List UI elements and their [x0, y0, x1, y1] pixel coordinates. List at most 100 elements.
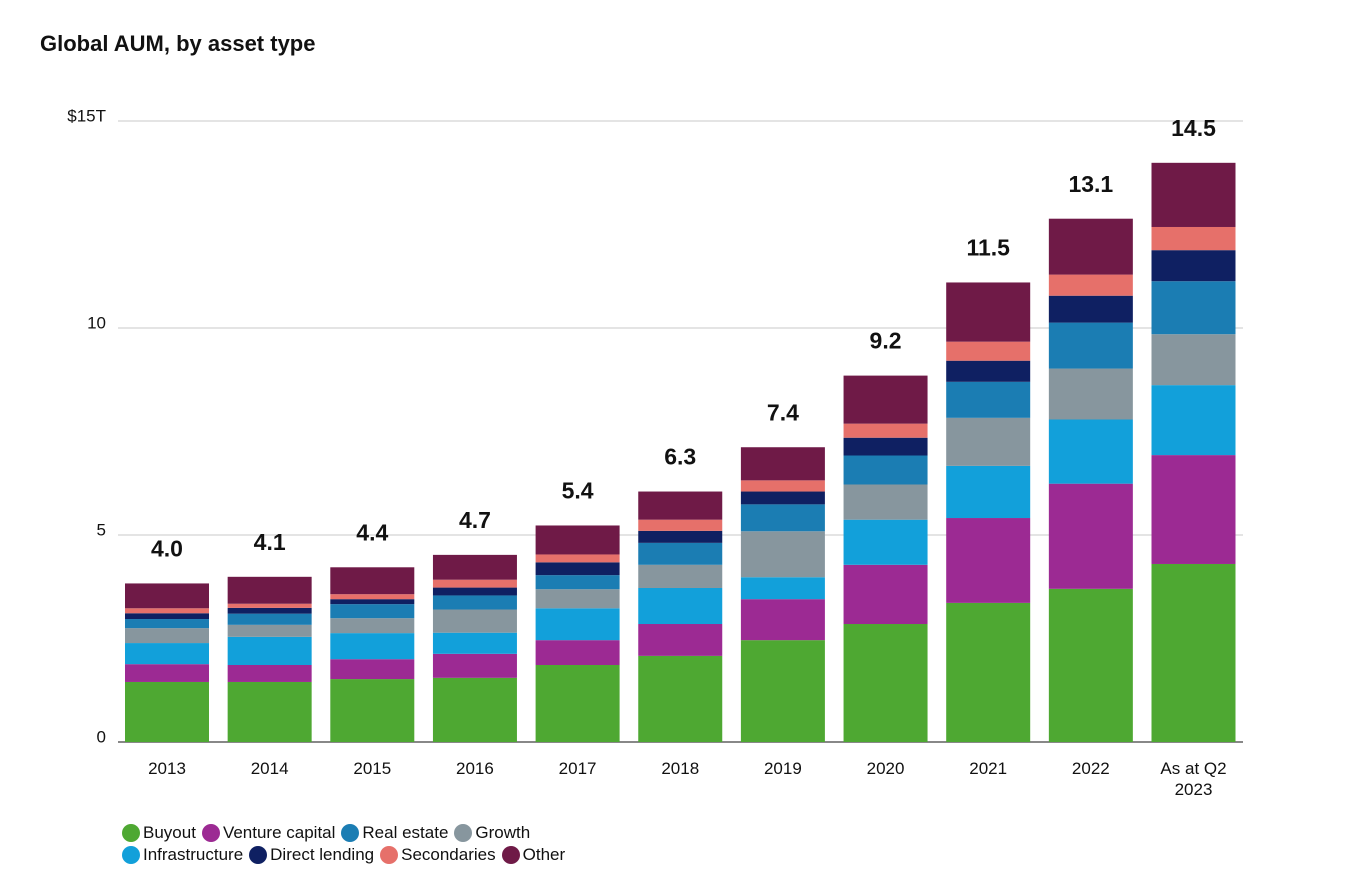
bar-segment [638, 519, 723, 531]
bar-segment [1048, 419, 1133, 484]
bar-segment [432, 554, 517, 580]
legend-item: Real estate [341, 822, 448, 844]
bar-segment [740, 504, 825, 532]
bar-segment [740, 577, 825, 600]
bar-segment [843, 455, 928, 485]
legend-label: Growth [475, 823, 531, 842]
legend-label: Buyout [143, 823, 196, 842]
y-tick-label: 5 [97, 520, 106, 539]
x-tick-label: 2021 [969, 759, 1008, 778]
total-label: 4.0 [151, 536, 183, 562]
bar-segment [125, 643, 209, 665]
bar-segment [227, 613, 312, 625]
bar-segment [125, 664, 209, 682]
bar-segment [125, 613, 209, 620]
legend-item: Other [501, 844, 565, 866]
bar-segment [535, 640, 620, 665]
bar-segment [535, 664, 620, 742]
legend-item: Infrastructure [122, 844, 243, 866]
bar-segment [227, 664, 312, 682]
bar-segment [432, 587, 517, 596]
x-tick-label: 2022 [1071, 759, 1110, 778]
bar-segment [638, 491, 723, 520]
bar-segment [125, 681, 209, 742]
bar-segment [535, 562, 620, 576]
legend-label: Direct lending [270, 845, 375, 864]
bar-segment [535, 575, 620, 590]
legend-swatch [122, 824, 140, 842]
y-tick-label: 10 [87, 313, 106, 332]
bar-segment [1048, 368, 1133, 420]
total-label: 7.4 [767, 399, 799, 425]
legend-label: Venture capital [222, 823, 336, 842]
bar-segment [227, 603, 312, 608]
bar-segment [1048, 322, 1133, 369]
bar-segment [535, 554, 620, 563]
bar-segment [843, 564, 928, 625]
bar-segment [843, 519, 928, 565]
bar-segment [1048, 588, 1133, 742]
bar-segment [1151, 385, 1236, 456]
legend-label: Real estate [362, 823, 449, 842]
total-label: 14.5 [1171, 115, 1216, 141]
bar-segment [638, 564, 723, 588]
bar-segment [638, 530, 723, 543]
legend-swatch [380, 846, 399, 864]
bar-segment [1151, 455, 1236, 564]
bar-segment [227, 607, 312, 614]
bar-segment [125, 628, 209, 644]
bar-segment [843, 375, 928, 424]
bar-segment [740, 491, 825, 505]
bar-segment [946, 465, 1031, 519]
total-label: 4.7 [459, 507, 491, 533]
bar-segment [1151, 250, 1236, 282]
bar-segment [432, 653, 517, 678]
bar-segment [1151, 563, 1236, 742]
bar-segment [330, 567, 415, 595]
bar-segment [432, 632, 517, 654]
bar-segment [535, 525, 620, 555]
bar-segment [227, 576, 312, 604]
bar-segment [638, 624, 723, 656]
total-label: 9.2 [870, 328, 902, 354]
x-tick-label: 2016 [456, 759, 494, 778]
bar-segment [946, 341, 1031, 361]
bar-segment [946, 282, 1031, 342]
bar-segment [740, 447, 825, 481]
x-tick-label: 2013 [148, 759, 186, 778]
y-tick-label: 0 [97, 727, 106, 746]
x-tick-label: 2018 [661, 759, 700, 778]
bar-segment [740, 640, 825, 742]
total-label: 6.3 [664, 444, 696, 470]
bar-segment [740, 531, 825, 578]
bar-segment [1151, 281, 1236, 335]
bar-segment [740, 599, 825, 641]
legend-item: Venture capital [201, 822, 336, 844]
bar-segment [946, 360, 1031, 382]
legend-swatch [201, 824, 220, 842]
bar-segment [535, 589, 620, 609]
bar-segment [843, 423, 928, 438]
bar-segment [227, 636, 312, 665]
legend-label: Secondaries [401, 845, 496, 864]
y-tick-label: $15T [67, 106, 106, 125]
bar-segment [330, 633, 415, 660]
bar-segment [740, 480, 825, 492]
bar-segment [946, 381, 1031, 418]
total-label: 4.4 [356, 519, 388, 545]
legend-item: Direct lending [249, 844, 374, 866]
bar-segment [432, 579, 517, 588]
bar-segment [1151, 334, 1236, 386]
bar-segment [1048, 274, 1133, 296]
bar-segment [1048, 218, 1133, 275]
bar-segment [946, 518, 1031, 603]
x-tick-label: 2015 [353, 759, 392, 778]
x-tick-label: 2019 [763, 759, 802, 778]
legend: Buyout Venture capital Real estate Growth In… [122, 822, 642, 866]
bar-segment [535, 608, 620, 641]
bar-segment [1048, 483, 1133, 589]
x-tick-label: 2017 [558, 759, 597, 778]
legend-label: Infrastructure [143, 845, 244, 864]
